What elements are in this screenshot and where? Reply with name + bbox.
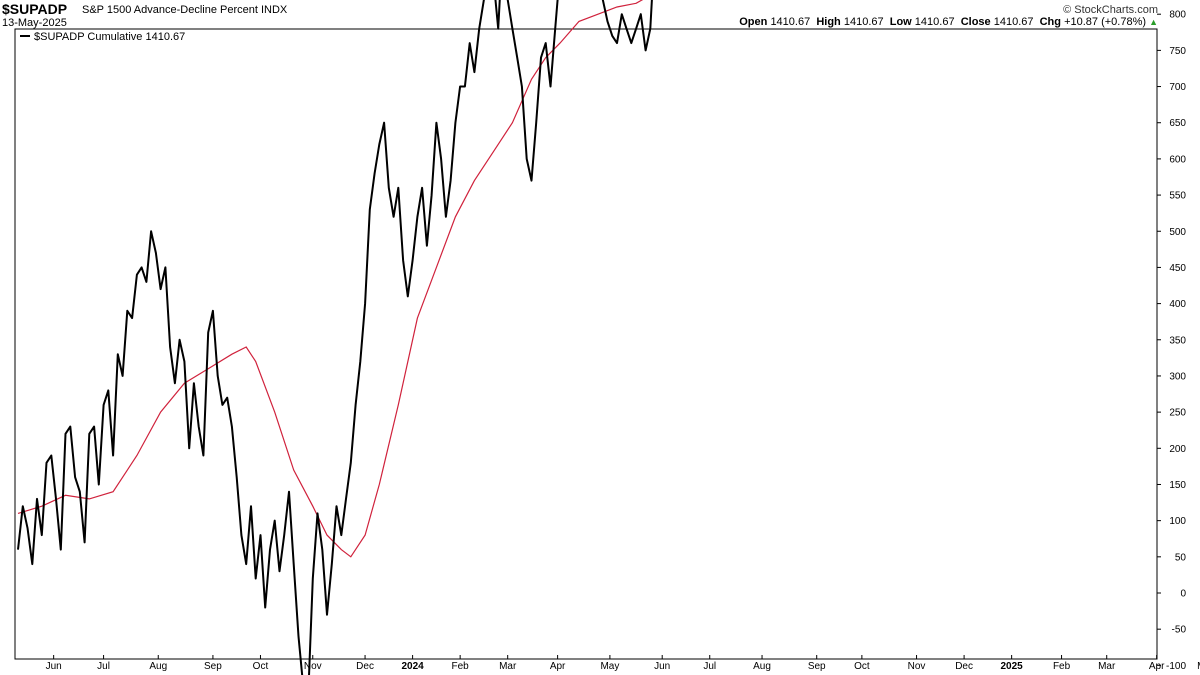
y-tick-label: 550	[1169, 191, 1186, 202]
x-tick-label: Dec	[955, 661, 973, 672]
y-tick-label: 50	[1175, 552, 1187, 563]
x-tick-label: May	[600, 661, 619, 672]
y-tick-label: 0	[1180, 589, 1186, 600]
stockcharts-brand: © StockCharts.com	[1063, 4, 1158, 16]
y-tick-label: 650	[1169, 118, 1186, 129]
low-value: 1410.67	[914, 16, 955, 28]
y-axis: -150-100-5005010015020025030035040045050…	[1157, 10, 1187, 672]
x-tick-label: Jul	[97, 661, 110, 672]
x-tick-label: Sep	[808, 661, 826, 672]
x-tick-label: Apr	[550, 661, 566, 672]
x-tick-label: 2024	[401, 661, 424, 672]
high-label: High	[816, 16, 841, 28]
x-tick-label: 2025	[1001, 661, 1024, 672]
ohlc-readout: Open 1410.67 High 1410.67 Low 1410.67 Cl…	[739, 16, 1158, 28]
y-tick-label: -50	[1172, 625, 1187, 636]
chart-description: S&P 1500 Advance-Decline Percent INDX	[82, 4, 288, 16]
up-arrow-icon: ▲	[1149, 17, 1158, 27]
x-axis: Jun Jul Aug Sep Oct Nov Dec 2024 Feb Mar Apr May Jun…	[46, 655, 1200, 672]
x-tick-label: Aug	[753, 661, 771, 672]
x-tick-label: Nov	[304, 661, 322, 672]
low-label: Low	[889, 16, 912, 28]
change-value: +10.87 (+0.78%)	[1064, 16, 1147, 28]
moving-average-line	[17, 0, 644, 558]
x-tick-label: May	[1197, 661, 1200, 672]
change-label: Chg	[1039, 16, 1061, 28]
y-tick-label: 200	[1169, 444, 1186, 455]
legend-label: $SUPADP Cumulative 1410.67	[34, 31, 185, 43]
x-tick-label: Mar	[1098, 661, 1116, 672]
y-tick-label: 450	[1169, 263, 1186, 274]
cumulative-line	[17, 0, 653, 675]
legend: $SUPADP Cumulative 1410.67	[20, 31, 185, 43]
close-label: Close	[960, 16, 991, 28]
x-tick-label: Nov	[908, 661, 926, 672]
y-tick-label: 100	[1169, 516, 1186, 527]
x-tick-label: Aug	[149, 661, 167, 672]
x-tick-label: Feb	[1053, 661, 1071, 672]
x-tick-label: Mar	[499, 661, 517, 672]
x-tick-label: Jun	[654, 661, 670, 672]
x-tick-label: Oct	[854, 661, 870, 672]
x-tick-label: Jul	[703, 661, 716, 672]
y-tick-label: 350	[1169, 335, 1186, 346]
y-tick-label: 300	[1169, 371, 1186, 382]
x-tick-label: Oct	[253, 661, 269, 672]
x-tick-label: Feb	[452, 661, 470, 672]
y-tick-label: 600	[1169, 154, 1186, 165]
close-value: 1410.67	[993, 16, 1034, 28]
x-tick-label: Sep	[204, 661, 222, 672]
y-tick-label: 800	[1169, 10, 1186, 21]
plot-frame	[14, 28, 1158, 660]
x-tick-label: Dec	[356, 661, 374, 672]
y-tick-label: 700	[1169, 82, 1186, 93]
x-tick-label: Apr	[1149, 661, 1165, 672]
open-label: Open	[739, 16, 768, 28]
y-tick-label: 500	[1169, 227, 1186, 238]
x-tick-label: Jun	[46, 661, 62, 672]
y-tick-label: 150	[1169, 480, 1186, 491]
y-tick-label: 400	[1169, 299, 1186, 310]
y-tick-label: -100	[1166, 661, 1186, 672]
chart-symbol: $SUPADP	[2, 1, 68, 17]
series-layer	[17, 0, 653, 675]
open-value: 1410.67	[770, 16, 811, 28]
y-tick-label: 750	[1169, 46, 1186, 57]
y-tick-label: 250	[1169, 408, 1186, 419]
high-value: 1410.67	[843, 16, 884, 28]
chart-date: 13-May-2025	[2, 17, 67, 29]
